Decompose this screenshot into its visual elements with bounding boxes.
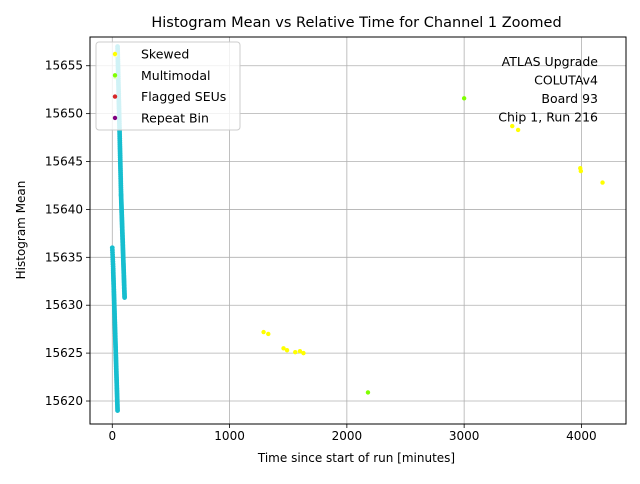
data-point	[115, 408, 120, 413]
data-point	[365, 390, 371, 395]
legend: Skewed Multimodal Flagged SEUs Repeat Bin	[95, 41, 241, 131]
annotation-line: COLUTAv4	[534, 73, 598, 88]
data-point	[284, 348, 290, 353]
data-point	[122, 295, 127, 300]
data-point	[266, 331, 271, 337]
run-annotation: ATLAS Upgrade COLUTAv4 Board 93 Chip 1, Run…	[498, 54, 598, 125]
data-point	[297, 348, 303, 354]
x-tick-label: 1000	[214, 429, 245, 443]
plot-frame	[89, 36, 627, 425]
legend-label: Repeat Bin	[141, 110, 209, 125]
x-tick-label: 4000	[566, 429, 597, 443]
legend-label: Flagged SEUs	[141, 89, 226, 104]
data-point	[281, 346, 286, 351]
y-tick-label: 15630	[45, 298, 83, 312]
data-point	[600, 180, 605, 185]
annotation-line: Board 93	[541, 91, 598, 106]
y-tick-label: 15645	[45, 155, 83, 169]
annotation-line: ATLAS Upgrade	[502, 54, 599, 69]
legend-label: Skewed	[141, 47, 189, 62]
data-point	[578, 168, 584, 174]
legend-box	[95, 41, 241, 131]
data-point	[510, 123, 515, 129]
legend-marker	[112, 115, 118, 121]
y-tick-label: 15620	[45, 394, 83, 408]
data-point	[515, 127, 521, 133]
x-tick-label: 0	[108, 429, 116, 443]
y-tick-label: 15635	[45, 250, 83, 264]
y-tick-label: 15655	[45, 59, 83, 73]
x-axis-label: Time since start of run [minutes]	[257, 451, 455, 465]
y-axis-label: Histogram Mean	[14, 181, 28, 280]
data-point	[261, 329, 266, 335]
annotation-line: Chip 1, Run 216	[498, 110, 598, 125]
data-point	[293, 349, 298, 355]
legend-marker	[112, 51, 118, 57]
y-tick-label: 15640	[45, 202, 83, 216]
data-point	[461, 96, 467, 101]
legend-marker	[112, 73, 118, 78]
x-tick-label: 2000	[332, 429, 363, 443]
data-point	[301, 350, 306, 356]
legend-marker	[112, 94, 118, 99]
legend-label: Multimodal	[141, 68, 210, 83]
chart-title: Histogram Mean vs Relative Time for Chan…	[151, 15, 561, 31]
x-tick-label: 3000	[449, 429, 480, 443]
y-tick-label: 15625	[45, 346, 83, 360]
y-tick-label: 15650	[45, 107, 83, 121]
